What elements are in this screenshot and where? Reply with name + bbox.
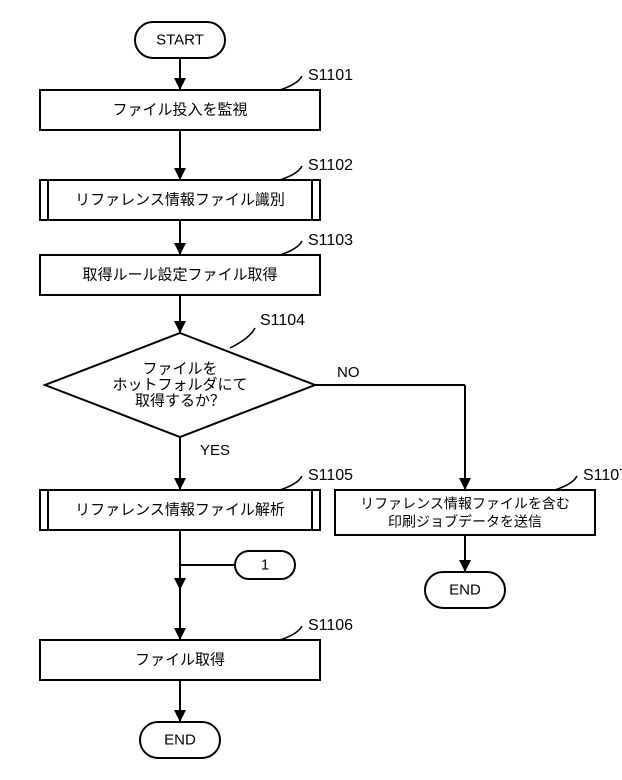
s1102-process-step-label: S1102 bbox=[308, 157, 353, 174]
s1101-process-step-label: S1101 bbox=[308, 67, 353, 84]
yes-label: YES bbox=[200, 442, 230, 459]
s1104-decision-text1: ファイルを bbox=[142, 361, 217, 378]
end-terminator-1-label: END bbox=[164, 732, 196, 749]
s1106-process-step-label: S1106 bbox=[308, 617, 353, 634]
start-terminator-label: START bbox=[156, 32, 204, 49]
s1107-process-text2: 印刷ジョブデータを送信 bbox=[388, 514, 542, 530]
connector-1-label: 1 bbox=[261, 557, 269, 574]
s1106-process-text: ファイル取得 bbox=[135, 652, 225, 669]
flowchart-diagram: START ファイル投入を監視 S1101 リファレンス情報ファイル識別 S1102 取得… bbox=[0, 0, 622, 780]
s1104-decision-step-label: S1104 bbox=[260, 312, 305, 329]
end-terminator-2-label: END bbox=[449, 582, 481, 599]
s1107-process-text1: リファレンス情報ファイルを含む bbox=[360, 496, 570, 512]
s1101-process-text: ファイル投入を監視 bbox=[112, 102, 247, 119]
s1105-process-step-label: S1105 bbox=[308, 467, 353, 484]
s1104-decision-text3: 取得するか？ bbox=[135, 393, 225, 410]
s1107-process-step-label: S1107 bbox=[583, 467, 622, 484]
s1104-decision-text2: ホットフォルダにて bbox=[112, 377, 247, 394]
no-label: NO bbox=[337, 364, 360, 381]
s1103-process-text: 取得ルール設定ファイル取得 bbox=[82, 267, 277, 284]
s1102-process-text: リファレンス情報ファイル識別 bbox=[75, 192, 285, 209]
s1105-process-text: リファレンス情報ファイル解析 bbox=[75, 502, 285, 519]
s1103-process-step-label: S1103 bbox=[308, 232, 353, 249]
